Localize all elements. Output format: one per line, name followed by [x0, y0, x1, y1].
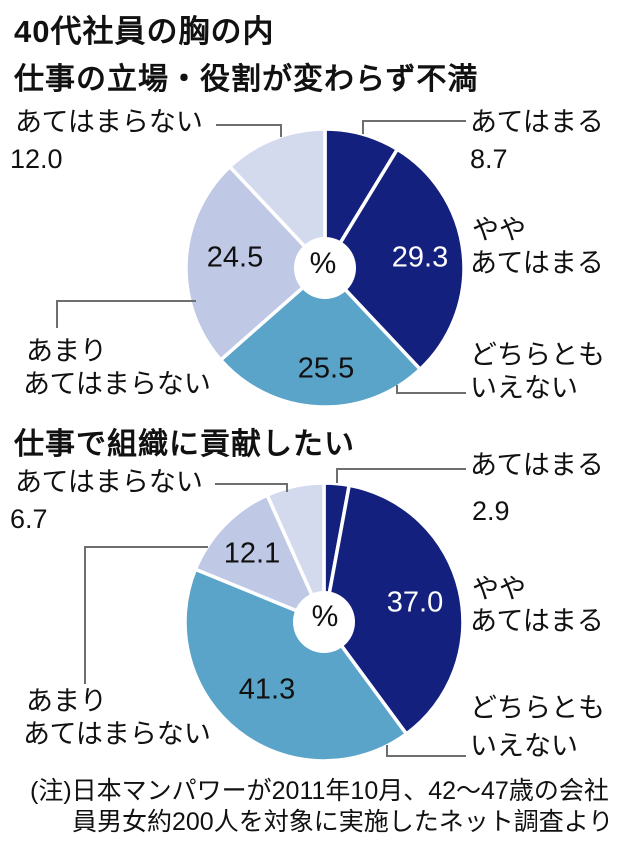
c1-neither-label-line2: いえない [470, 373, 578, 403]
source-note-line1: (注)日本マンパワーが2011年10月、42～47歳の会社 [30, 777, 609, 805]
pie-slice [218, 266, 422, 409]
c1-neither-label-line1: どちらとも [470, 340, 605, 370]
c1-not-much-label-line1: あまり [26, 336, 107, 366]
c2-neither-label-line2: いえない [470, 731, 578, 761]
page-title: 40代社員の胸の内 [14, 14, 275, 49]
chart2-title: 仕事で組織に貢献したい [14, 428, 355, 461]
donut-hole [294, 237, 356, 299]
c2-not-much-label-line2: あてはまらない [23, 719, 211, 749]
c1-value-neither: 25.5 [297, 352, 355, 385]
c1-somewhat-label-line1: やや [472, 215, 526, 245]
c2-not-apply-label: あてはまらない [15, 467, 203, 497]
source-note-line2: 員男女約200人を対象に実施したネット調査より [72, 808, 614, 836]
c2-not-apply-value: 6.7 [10, 504, 48, 534]
c1-applies-value: 8.7 [470, 144, 508, 174]
c1-applies-label: あてはまる [470, 107, 604, 137]
c2-neither-label-line1: どちらとも [470, 693, 605, 723]
c1-value-not-much: 24.5 [206, 241, 264, 274]
c1-center-unit: % [309, 247, 337, 280]
c2-somewhat-label-line1: やや [472, 574, 526, 604]
c2-applies-value: 2.9 [472, 496, 510, 526]
c2-center-unit: % [311, 600, 339, 633]
chart1-title: 仕事の立場・役割が変わらず不満 [14, 63, 479, 96]
pie-slice [265, 481, 326, 624]
pie-slice [184, 164, 327, 362]
c2-value-somewhat: 37.0 [386, 586, 444, 619]
c2-somewhat-label-line2: あてはまる [470, 606, 604, 636]
donut-hole [293, 591, 355, 653]
pie-slice [228, 127, 327, 270]
c1-somewhat-label-line2: あてはまる [470, 248, 604, 278]
pie-slice [322, 483, 465, 736]
c1-not-apply-value: 12.0 [10, 144, 63, 174]
c2-value-not-much: 12.1 [223, 537, 281, 570]
c2-value-neither: 41.3 [238, 673, 296, 706]
pie-chart-role-dissatisfaction [184, 127, 466, 409]
pie-chart-contribute-organization [183, 481, 465, 763]
c1-not-apply-label: あてはまらない [15, 107, 203, 137]
c1-value-somewhat: 29.3 [391, 241, 449, 274]
c2-applies-label: あてはまる [470, 450, 604, 480]
c1-not-much-label-line2: あてはまらない [23, 369, 211, 399]
c2-not-much-label-line1: あまり [26, 686, 107, 716]
pie-slice [323, 147, 466, 372]
